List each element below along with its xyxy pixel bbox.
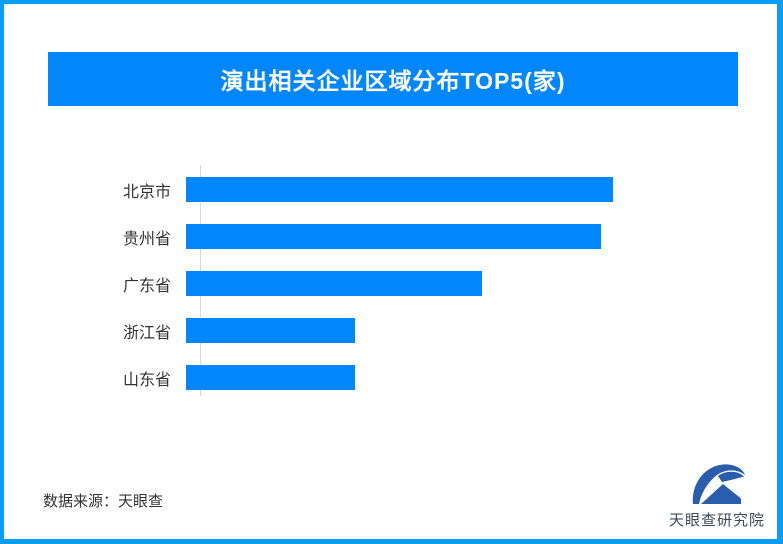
category-label: 北京市: [122, 183, 171, 201]
bar-chart: 北京市贵州省广东省浙江省山东省: [120, 177, 613, 412]
bar-row: 贵州省: [120, 224, 613, 249]
category-label: 浙江省: [122, 324, 171, 342]
category-label: 贵州省: [122, 230, 171, 248]
bar: [186, 318, 355, 343]
bar: [186, 271, 482, 296]
bar: [186, 177, 613, 202]
bar: [186, 224, 601, 249]
title-banner: 演出相关企业区域分布TOP5(家): [48, 52, 738, 106]
category-label: 广东省: [122, 277, 171, 295]
bar-row: 广东省: [120, 271, 613, 296]
brand-name: 天眼查研究院: [668, 512, 765, 529]
data-source-note: 数据来源：天眼查: [43, 493, 164, 510]
bar-row: 山东省: [120, 365, 613, 390]
bar-row: 北京市: [120, 177, 613, 202]
bar: [186, 365, 355, 390]
brand-logo-block: 天眼查研究院: [662, 459, 772, 530]
category-label: 山东省: [122, 371, 171, 389]
tianyancha-eye-logo-icon: [692, 464, 745, 504]
bar-row: 浙江省: [120, 318, 613, 343]
page-title: 演出相关企业区域分布TOP5(家): [220, 68, 566, 94]
